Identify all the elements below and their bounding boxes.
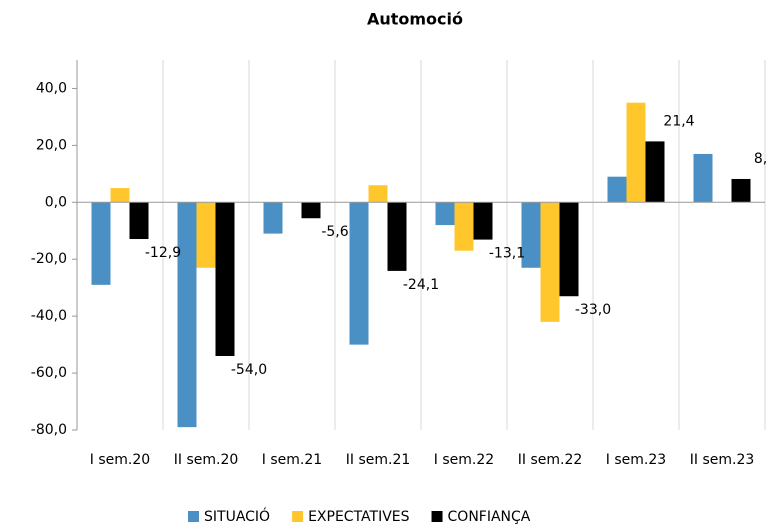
- legend-label: SITUACIÓ: [204, 507, 270, 525]
- bar: [607, 176, 627, 203]
- bar: [645, 141, 665, 203]
- bar: [349, 202, 369, 345]
- x-tick-label: I sem.22: [434, 452, 494, 468]
- bar: [215, 202, 235, 356]
- data-label: -13,1: [489, 246, 525, 262]
- x-tick-label: II sem.23: [690, 452, 755, 468]
- x-tick-label: II sem.20: [174, 452, 239, 468]
- bar: [731, 178, 751, 203]
- data-label: 8,2: [754, 151, 767, 167]
- y-tick-label: -40,0: [31, 308, 67, 324]
- bar: [454, 202, 474, 251]
- bar: [196, 202, 216, 268]
- y-tick-label: -60,0: [31, 365, 67, 381]
- legend-swatch: [431, 511, 443, 522]
- bar: [368, 185, 388, 203]
- bar: [435, 202, 455, 226]
- data-label: -33,0: [575, 302, 611, 318]
- x-tick-label: I sem.20: [90, 452, 150, 468]
- y-tick-label: -20,0: [31, 251, 67, 267]
- data-label: 21,4: [663, 113, 694, 129]
- bar: [626, 102, 646, 203]
- bar: [177, 202, 197, 428]
- bar: [91, 202, 111, 285]
- y-tick-label: -80,0: [31, 422, 67, 438]
- bar: [521, 202, 541, 268]
- y-tick-label: 40,0: [36, 80, 67, 96]
- chart-title: Automoció: [367, 10, 463, 29]
- y-tick-label: 0,0: [45, 194, 67, 210]
- legend-label: CONFIANÇA: [448, 509, 531, 525]
- bar: [110, 188, 130, 203]
- data-label: -12,9: [145, 245, 181, 261]
- bar: [129, 202, 149, 240]
- data-label: -54,0: [231, 362, 267, 378]
- legend-swatch: [188, 511, 199, 522]
- bar: [473, 202, 493, 240]
- x-tick-label: I sem.21: [262, 452, 322, 468]
- data-label: -5,6: [321, 224, 348, 240]
- bar: [693, 153, 713, 203]
- bar: [540, 202, 560, 322]
- x-tick-label: II sem.22: [518, 452, 583, 468]
- x-tick-label: I sem.23: [606, 452, 666, 468]
- data-label: -24,1: [403, 277, 439, 293]
- bar: [301, 202, 321, 219]
- y-tick-label: 20,0: [36, 137, 67, 153]
- legend-swatch: [292, 511, 304, 522]
- bar: [387, 202, 407, 271]
- bar: [263, 202, 283, 234]
- bar: [559, 202, 579, 297]
- x-tick-label: II sem.21: [346, 452, 411, 468]
- legend-label: EXPECTATIVES: [308, 509, 410, 525]
